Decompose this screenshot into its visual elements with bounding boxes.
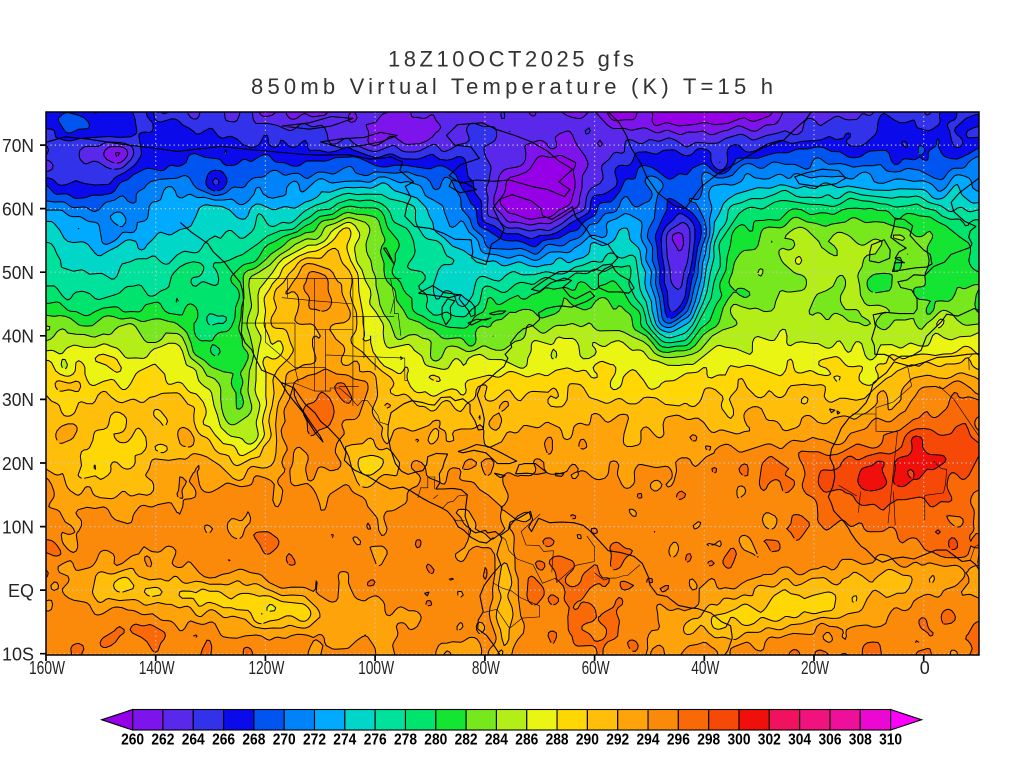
svg-text:100W: 100W bbox=[358, 658, 394, 678]
svg-text:160W: 160W bbox=[29, 658, 65, 678]
svg-text:280: 280 bbox=[424, 732, 447, 749]
svg-text:296: 296 bbox=[667, 732, 690, 749]
svg-text:40N: 40N bbox=[2, 327, 34, 347]
svg-text:120W: 120W bbox=[248, 658, 284, 678]
svg-text:308: 308 bbox=[849, 732, 872, 749]
svg-text:290: 290 bbox=[576, 732, 599, 749]
svg-text:286: 286 bbox=[515, 732, 538, 749]
svg-text:270: 270 bbox=[273, 732, 296, 749]
svg-text:60W: 60W bbox=[582, 658, 610, 678]
svg-text:288: 288 bbox=[546, 732, 569, 749]
svg-text:80W: 80W bbox=[472, 658, 500, 678]
svg-text:18Z10OCT2025 gfs: 18Z10OCT2025 gfs bbox=[388, 47, 634, 72]
svg-text:260: 260 bbox=[121, 732, 144, 749]
svg-text:306: 306 bbox=[819, 732, 842, 749]
svg-text:264: 264 bbox=[182, 732, 205, 749]
svg-text:140W: 140W bbox=[139, 658, 175, 678]
svg-text:282: 282 bbox=[455, 732, 478, 749]
svg-text:20W: 20W bbox=[801, 658, 829, 678]
svg-text:268: 268 bbox=[242, 732, 265, 749]
svg-text:10S: 10S bbox=[2, 645, 34, 665]
svg-text:284: 284 bbox=[485, 732, 508, 749]
svg-text:294: 294 bbox=[637, 732, 660, 749]
svg-text:50N: 50N bbox=[2, 263, 34, 283]
svg-text:10N: 10N bbox=[2, 517, 34, 537]
svg-text:70N: 70N bbox=[2, 136, 34, 156]
svg-text:310: 310 bbox=[879, 732, 902, 749]
svg-text:292: 292 bbox=[606, 732, 629, 749]
svg-text:304: 304 bbox=[788, 732, 811, 749]
svg-text:274: 274 bbox=[333, 732, 356, 749]
svg-text:266: 266 bbox=[212, 732, 235, 749]
svg-text:272: 272 bbox=[303, 732, 326, 749]
svg-text:850mb Virtual Temperature (K): 850mb Virtual Temperature (K) T=15 h bbox=[251, 74, 773, 99]
svg-text:278: 278 bbox=[394, 732, 417, 749]
svg-text:276: 276 bbox=[364, 732, 387, 749]
svg-text:40W: 40W bbox=[691, 658, 719, 678]
svg-text:302: 302 bbox=[758, 732, 781, 749]
svg-text:262: 262 bbox=[151, 732, 174, 749]
svg-text:300: 300 bbox=[728, 732, 751, 749]
svg-text:0: 0 bbox=[920, 658, 930, 678]
svg-text:60N: 60N bbox=[2, 199, 34, 219]
svg-text:298: 298 bbox=[697, 732, 720, 749]
svg-text:EQ: EQ bbox=[8, 581, 34, 601]
svg-text:30N: 30N bbox=[2, 390, 34, 410]
svg-text:20N: 20N bbox=[2, 454, 34, 474]
